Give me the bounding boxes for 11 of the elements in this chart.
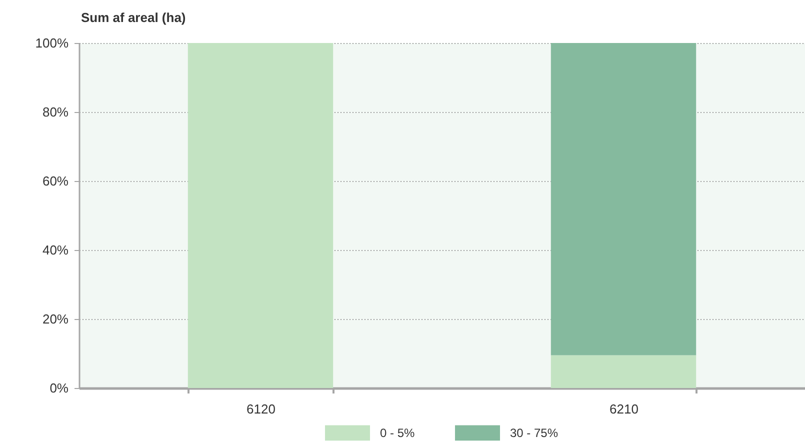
y-tick-label: 40% (42, 242, 69, 258)
y-tick-label: 60% (42, 174, 69, 188)
legend-label: 30 - 75% (510, 426, 558, 440)
x-tick-label: 6210 (610, 402, 638, 416)
y-tick-label: 0% (50, 380, 69, 396)
y-tick-label: 20% (42, 312, 69, 326)
x-tick-label: 6120 (246, 402, 276, 416)
chart-title: Sum af areal (ha) (81, 10, 186, 25)
legend-label: 0 - 5% (380, 426, 416, 440)
y-tick-label: 80% (42, 104, 69, 120)
y-tick-label: 100% (35, 36, 69, 50)
